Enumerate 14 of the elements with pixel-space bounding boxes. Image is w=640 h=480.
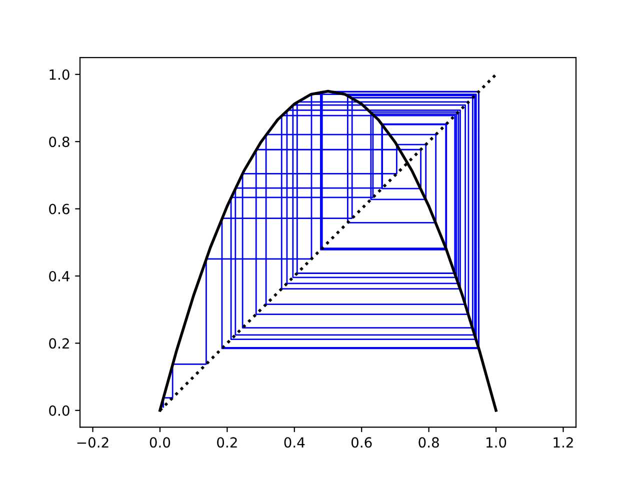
x-tick-label: 1.0 <box>486 437 506 448</box>
y-tick-label: 0.4 <box>49 270 70 282</box>
x-tick-label: −0.2 <box>77 437 108 448</box>
x-tick-label: 0.6 <box>351 437 372 448</box>
x-tick-label: 1.2 <box>554 437 573 448</box>
y-tick-label: 0.8 <box>49 136 70 148</box>
x-tick-label: 0.0 <box>150 437 170 448</box>
x-tick-label: 0.2 <box>217 437 237 448</box>
y-tick-label: 1.0 <box>50 69 70 80</box>
x-tick-label: 0.8 <box>418 437 439 448</box>
x-tick-label: 0.4 <box>284 437 305 448</box>
y-tick-label: 0.6 <box>49 204 70 214</box>
y-tick-label: 0.0 <box>49 405 70 416</box>
y-tick-label: 0.2 <box>49 338 69 349</box>
